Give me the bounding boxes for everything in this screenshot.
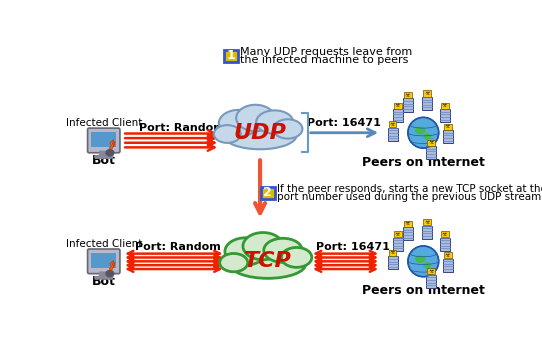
FancyBboxPatch shape (92, 132, 116, 147)
Ellipse shape (423, 262, 431, 268)
FancyBboxPatch shape (92, 253, 116, 268)
Text: ☣: ☣ (405, 221, 411, 226)
Text: ☣: ☣ (445, 124, 451, 129)
FancyBboxPatch shape (440, 109, 450, 122)
Text: Peers on Internet: Peers on Internet (362, 284, 485, 297)
Polygon shape (94, 156, 113, 158)
Text: 2: 2 (263, 186, 272, 199)
FancyBboxPatch shape (423, 219, 431, 225)
FancyBboxPatch shape (444, 252, 452, 258)
Text: Port: 16471: Port: 16471 (317, 243, 390, 252)
FancyBboxPatch shape (394, 231, 402, 237)
Text: Port: Random: Port: Random (139, 123, 225, 133)
Ellipse shape (243, 232, 283, 260)
FancyBboxPatch shape (422, 97, 432, 110)
Ellipse shape (105, 270, 114, 277)
FancyBboxPatch shape (404, 92, 412, 98)
FancyBboxPatch shape (224, 50, 238, 62)
FancyBboxPatch shape (443, 259, 453, 272)
Ellipse shape (214, 125, 241, 143)
Text: If the peer responds, starts a new TCP socket at the same: If the peer responds, starts a new TCP s… (277, 184, 542, 194)
Ellipse shape (423, 134, 431, 140)
Text: Port: 16471: Port: 16471 (307, 119, 382, 128)
Text: Peers on Internet: Peers on Internet (362, 156, 485, 169)
FancyBboxPatch shape (427, 268, 435, 274)
Text: ☣: ☣ (395, 232, 401, 237)
Text: TCP: TCP (244, 251, 292, 271)
Text: Many UDP requests leave from: Many UDP requests leave from (240, 47, 412, 57)
FancyBboxPatch shape (441, 103, 449, 109)
Ellipse shape (220, 253, 248, 272)
Ellipse shape (415, 127, 425, 134)
Text: ☣: ☣ (424, 220, 430, 224)
Text: ☣: ☣ (390, 122, 395, 127)
Text: ☣: ☣ (428, 140, 434, 145)
Text: ☣: ☣ (405, 92, 411, 97)
Text: Bot: Bot (92, 275, 115, 288)
Text: ☣: ☣ (395, 103, 401, 108)
Ellipse shape (281, 247, 312, 267)
Ellipse shape (264, 238, 302, 262)
Ellipse shape (256, 110, 293, 134)
FancyBboxPatch shape (388, 256, 397, 269)
Polygon shape (109, 261, 115, 270)
Text: ☣: ☣ (390, 250, 395, 255)
FancyBboxPatch shape (393, 238, 403, 251)
Ellipse shape (225, 238, 267, 265)
Ellipse shape (415, 255, 425, 263)
FancyBboxPatch shape (423, 90, 431, 97)
FancyBboxPatch shape (403, 98, 413, 112)
FancyBboxPatch shape (403, 227, 413, 240)
Circle shape (408, 117, 438, 148)
FancyBboxPatch shape (394, 103, 402, 109)
FancyBboxPatch shape (441, 231, 449, 237)
FancyBboxPatch shape (404, 221, 412, 227)
Polygon shape (109, 140, 115, 150)
FancyBboxPatch shape (388, 128, 397, 141)
FancyBboxPatch shape (444, 124, 452, 130)
Ellipse shape (223, 121, 296, 149)
FancyBboxPatch shape (426, 275, 436, 288)
Text: 1: 1 (227, 49, 235, 62)
Polygon shape (99, 151, 108, 156)
Text: UDP: UDP (234, 123, 287, 143)
Text: port number used during the previous UDP stream: port number used during the previous UDP… (277, 192, 541, 202)
Polygon shape (94, 277, 113, 279)
FancyBboxPatch shape (443, 130, 453, 143)
FancyBboxPatch shape (389, 121, 396, 127)
Ellipse shape (230, 250, 306, 279)
FancyBboxPatch shape (389, 250, 396, 256)
Text: the infected machine to peers: the infected machine to peers (240, 54, 409, 65)
FancyBboxPatch shape (261, 187, 275, 199)
Text: ☣: ☣ (424, 91, 430, 96)
Text: ☣: ☣ (428, 269, 434, 274)
Text: Bot: Bot (92, 154, 115, 167)
FancyBboxPatch shape (393, 109, 403, 122)
Text: Infected Client: Infected Client (66, 118, 142, 128)
FancyBboxPatch shape (88, 249, 120, 274)
FancyBboxPatch shape (427, 140, 435, 146)
Text: Infected Client: Infected Client (66, 239, 142, 248)
Ellipse shape (236, 105, 275, 131)
Ellipse shape (105, 149, 114, 157)
Text: ☣: ☣ (442, 103, 448, 108)
Ellipse shape (219, 110, 259, 136)
FancyBboxPatch shape (440, 238, 450, 251)
Circle shape (408, 246, 438, 277)
Text: ☣: ☣ (442, 232, 448, 237)
Text: ☣: ☣ (445, 253, 451, 258)
Text: Port: Random: Port: Random (135, 243, 221, 252)
FancyBboxPatch shape (88, 128, 120, 153)
Polygon shape (99, 272, 108, 277)
FancyBboxPatch shape (422, 225, 432, 239)
Ellipse shape (273, 119, 302, 139)
FancyBboxPatch shape (426, 146, 436, 159)
